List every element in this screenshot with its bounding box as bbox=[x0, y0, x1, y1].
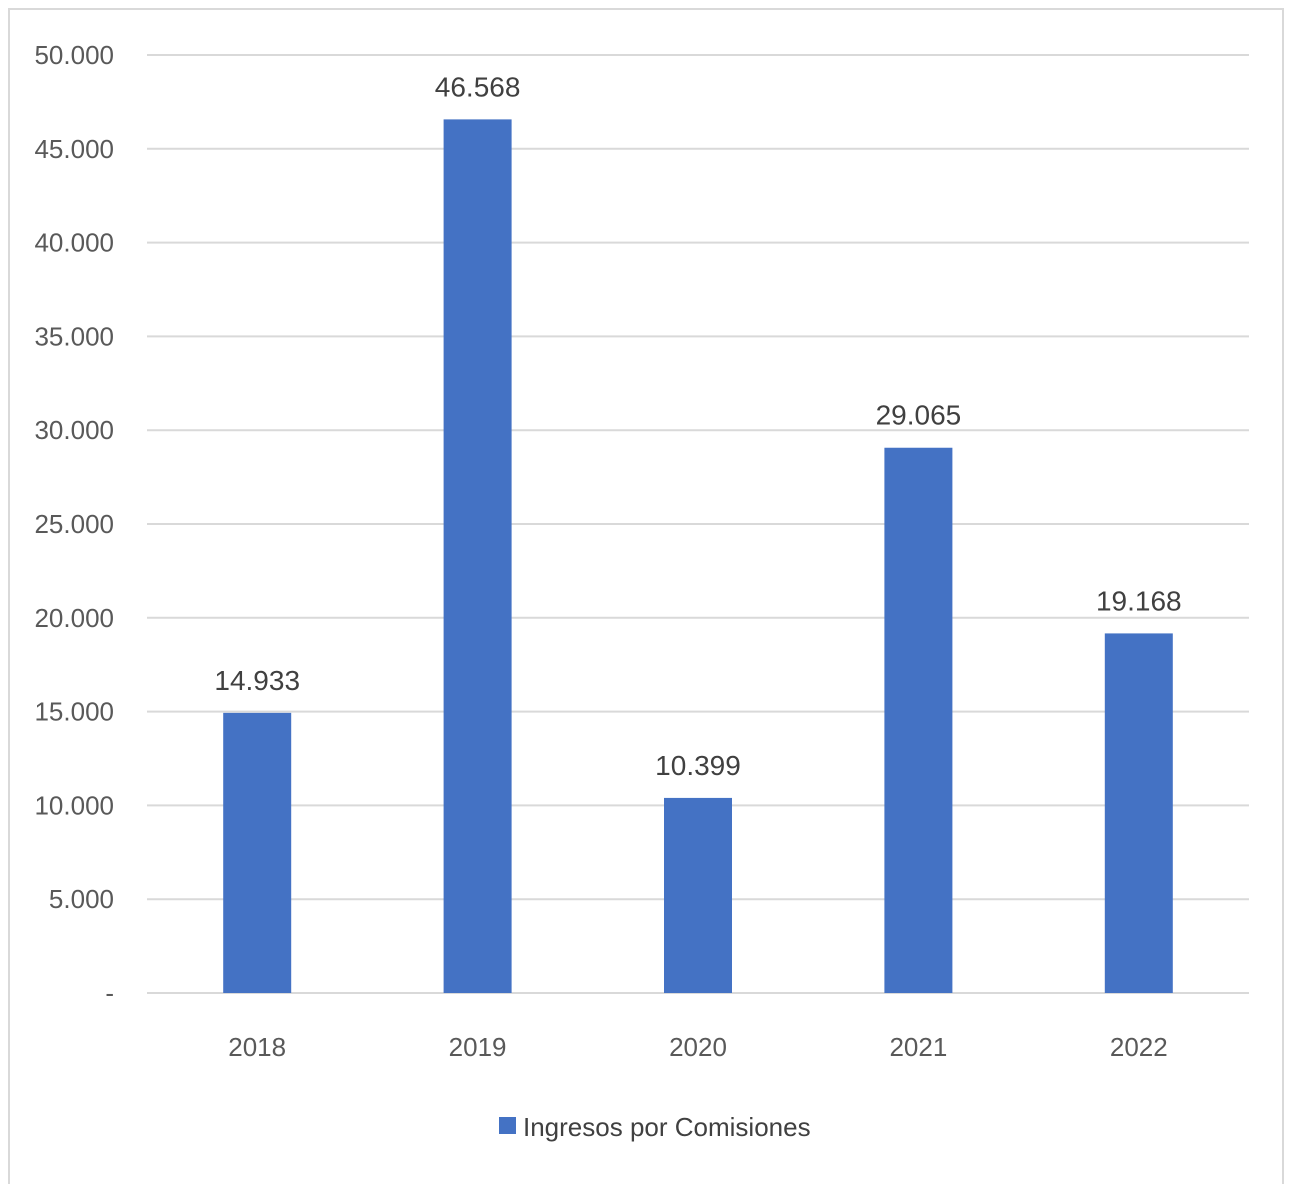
x-tick-label: 2021 bbox=[889, 1032, 947, 1062]
y-tick-label: 40.000 bbox=[34, 228, 114, 258]
bar bbox=[664, 797, 732, 993]
data-label: 10.399 bbox=[655, 750, 741, 781]
data-labels: 14.933 46.568 10.399 29.065 19.168 bbox=[214, 71, 1181, 781]
chart-frame bbox=[8, 8, 1284, 1184]
y-tick-label: 10.000 bbox=[34, 790, 114, 820]
data-label: 29.065 bbox=[876, 400, 962, 431]
x-tick-label: 2022 bbox=[1110, 1032, 1168, 1062]
data-label: 14.933 bbox=[214, 665, 300, 696]
legend: Ingresos por Comisiones bbox=[499, 1112, 811, 1142]
data-label: 46.568 bbox=[435, 71, 521, 102]
y-tick-label: 5.000 bbox=[49, 884, 114, 914]
y-tick-label: 50.000 bbox=[34, 40, 114, 70]
bar bbox=[443, 119, 512, 993]
bar bbox=[1104, 633, 1173, 993]
y-tick-label: 15.000 bbox=[34, 697, 114, 727]
data-label: 19.168 bbox=[1096, 585, 1182, 616]
bar-series bbox=[223, 119, 1173, 993]
y-axis: - 5.000 10.000 15.000 20.000 25.000 30.000 35.0… bbox=[34, 40, 114, 1008]
y-tick-label: 35.000 bbox=[34, 321, 114, 351]
y-tick-label: 30.000 bbox=[34, 415, 114, 445]
bar bbox=[223, 712, 292, 993]
x-tick-label: 2018 bbox=[228, 1032, 286, 1062]
legend-label: Ingresos por Comisiones bbox=[523, 1112, 811, 1142]
x-tick-label: 2020 bbox=[669, 1032, 727, 1062]
y-tick-label: - bbox=[105, 978, 114, 1008]
x-axis: 2018 2019 2020 2021 2022 bbox=[228, 1032, 1167, 1062]
y-tick-label: 45.000 bbox=[34, 134, 114, 164]
x-tick-label: 2019 bbox=[449, 1032, 507, 1062]
legend-swatch bbox=[499, 1117, 516, 1134]
y-tick-label: 25.000 bbox=[34, 509, 114, 539]
y-tick-label: 20.000 bbox=[34, 603, 114, 633]
bar bbox=[884, 447, 953, 993]
